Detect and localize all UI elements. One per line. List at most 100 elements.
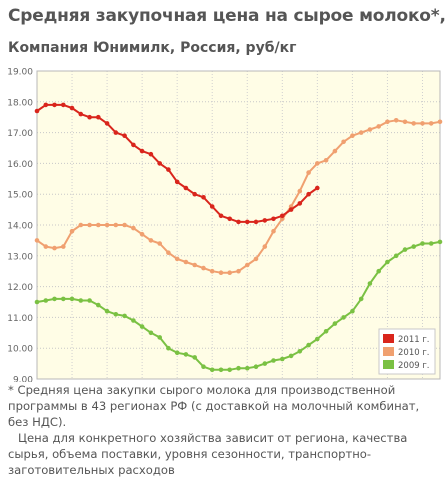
data-point bbox=[131, 225, 136, 231]
data-point bbox=[131, 142, 136, 148]
data-point bbox=[411, 121, 417, 126]
data-point bbox=[201, 195, 206, 200]
data-point bbox=[271, 358, 276, 363]
data-point bbox=[341, 139, 346, 145]
y-tick-label: 12.00 bbox=[7, 283, 33, 293]
data-point bbox=[253, 219, 259, 225]
data-point bbox=[218, 270, 224, 275]
data-point bbox=[358, 296, 364, 302]
data-point bbox=[236, 365, 241, 371]
footnote: * Средняя цена закупки сырого молока для… bbox=[8, 382, 440, 478]
footnote-line-2: Цена для конкретного хозяйства зависит о… bbox=[8, 431, 408, 477]
legend-label: 2011 г. bbox=[398, 335, 430, 345]
y-tick-label: 13.00 bbox=[7, 252, 33, 262]
data-point bbox=[96, 302, 101, 308]
data-point bbox=[428, 121, 434, 126]
data-point bbox=[262, 218, 268, 223]
data-point bbox=[131, 318, 136, 323]
data-point bbox=[306, 191, 311, 197]
data-point bbox=[43, 102, 49, 108]
data-point bbox=[297, 188, 303, 194]
data-point bbox=[262, 244, 268, 249]
footnote-line-1: * Средняя цена закупки сырого молока для… bbox=[8, 383, 420, 429]
data-point bbox=[174, 179, 180, 185]
data-point bbox=[262, 361, 268, 366]
data-point bbox=[253, 364, 259, 370]
data-point bbox=[245, 219, 250, 225]
data-point bbox=[52, 296, 57, 302]
data-point bbox=[209, 204, 215, 209]
data-point bbox=[367, 281, 373, 286]
data-point bbox=[420, 241, 425, 246]
data-point bbox=[192, 191, 197, 197]
data-point bbox=[402, 119, 408, 125]
data-point bbox=[315, 336, 320, 342]
data-point bbox=[174, 350, 180, 356]
data-point bbox=[192, 355, 197, 360]
data-point bbox=[183, 185, 189, 191]
data-point bbox=[385, 259, 390, 265]
data-point bbox=[43, 298, 49, 303]
y-tick-label: 11.00 bbox=[7, 314, 33, 324]
data-point bbox=[428, 241, 434, 246]
legend-swatch bbox=[383, 334, 394, 343]
data-point bbox=[280, 356, 285, 362]
data-point bbox=[61, 244, 66, 249]
data-point bbox=[437, 119, 443, 125]
data-point bbox=[87, 222, 92, 228]
data-point bbox=[297, 349, 303, 354]
data-point bbox=[78, 298, 84, 303]
data-point bbox=[34, 238, 40, 243]
data-point bbox=[367, 127, 373, 132]
data-point bbox=[139, 324, 145, 329]
data-point bbox=[122, 313, 127, 319]
data-point bbox=[201, 265, 206, 271]
data-point bbox=[78, 222, 84, 228]
price-line-chart: 9.00 10.00 11.00 12.00 13.00 14.00 15.00 16.00 1… bbox=[7, 68, 443, 382]
data-point bbox=[113, 312, 119, 317]
data-point bbox=[34, 108, 40, 114]
data-point bbox=[209, 268, 215, 274]
data-point bbox=[350, 133, 355, 138]
data-point bbox=[280, 213, 285, 219]
data-point bbox=[315, 185, 320, 191]
data-point bbox=[402, 247, 408, 252]
data-point bbox=[227, 367, 232, 373]
data-point bbox=[96, 114, 101, 120]
data-point bbox=[227, 216, 232, 222]
plot-border bbox=[36, 70, 441, 380]
data-point bbox=[69, 228, 75, 234]
y-tick-label: 14.00 bbox=[7, 222, 33, 232]
data-point bbox=[288, 207, 294, 212]
data-point bbox=[166, 250, 171, 255]
data-point bbox=[393, 253, 399, 259]
data-point bbox=[104, 308, 110, 314]
data-point bbox=[376, 124, 382, 129]
data-point bbox=[157, 241, 162, 246]
data-point bbox=[78, 111, 84, 117]
data-point bbox=[271, 216, 276, 222]
data-point bbox=[236, 268, 241, 274]
data-point bbox=[245, 262, 250, 268]
y-tick-label: 18.00 bbox=[7, 98, 33, 108]
data-point bbox=[174, 256, 180, 262]
data-point bbox=[393, 118, 399, 123]
y-tick-label: 19.00 bbox=[7, 68, 33, 78]
data-point bbox=[385, 119, 390, 125]
data-point bbox=[201, 364, 206, 370]
data-point bbox=[113, 130, 119, 135]
y-tick-label: 15.00 bbox=[7, 191, 33, 201]
data-point bbox=[183, 259, 189, 265]
data-point bbox=[271, 228, 276, 234]
legend-label: 2010 г. bbox=[398, 348, 430, 358]
data-point bbox=[218, 213, 224, 219]
legend-swatch bbox=[383, 347, 394, 356]
data-point bbox=[104, 121, 110, 126]
data-point bbox=[227, 270, 232, 275]
data-point bbox=[332, 148, 338, 154]
data-point bbox=[148, 330, 154, 336]
data-point bbox=[411, 244, 417, 249]
data-point bbox=[306, 342, 311, 348]
data-point bbox=[104, 222, 110, 228]
data-point bbox=[209, 367, 215, 373]
